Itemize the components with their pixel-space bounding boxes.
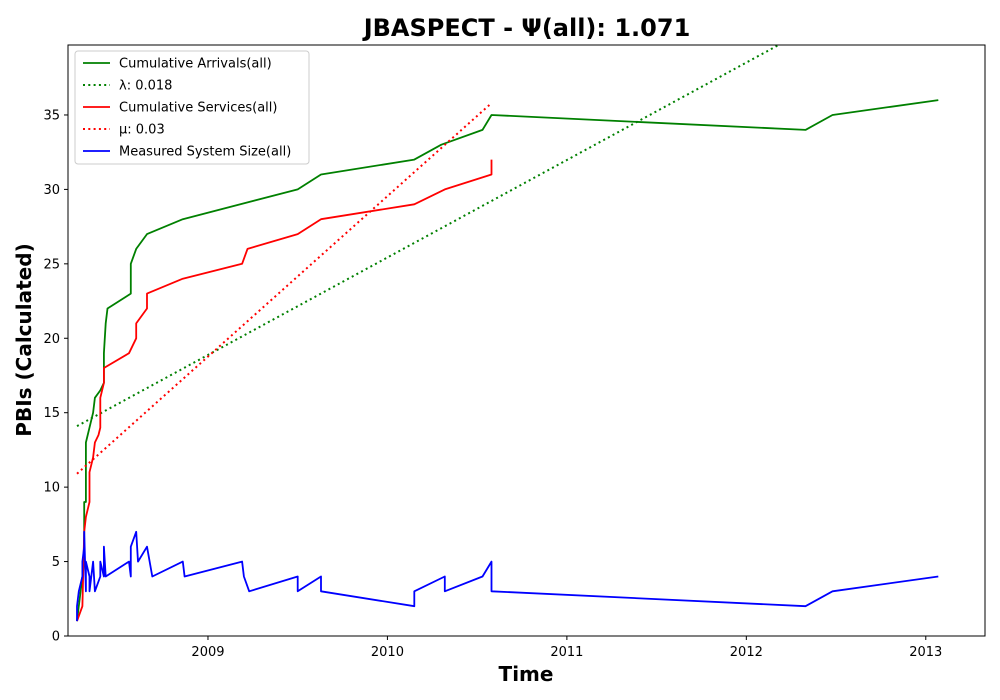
y-tick-label: 30 <box>43 183 60 198</box>
x-tick-label: 2009 <box>191 645 224 660</box>
series-line-1 <box>76 99 939 622</box>
series-line-5 <box>76 530 939 622</box>
series-layer <box>76 45 939 622</box>
legend-label-measured-system-size-all: Measured System Size(all) <box>119 145 291 160</box>
x-tick-label: 2010 <box>371 645 404 660</box>
y-axis-label: PBIs (Calculated) <box>12 243 36 436</box>
series-line-3 <box>76 159 493 622</box>
y-axis-ticks: 0 5 10 15 20 25 30 35 <box>43 108 68 645</box>
y-tick-label: 0 <box>52 630 60 645</box>
series-line-2 <box>76 45 780 427</box>
y-tick-label: 5 <box>52 555 60 570</box>
legend-label-cumulative-services-all: Cumulative Services(all) <box>119 101 277 116</box>
y-tick-label: 20 <box>43 332 60 347</box>
legend-label-0-03: μ: 0.03 <box>119 123 165 138</box>
x-tick-label: 2012 <box>730 645 763 660</box>
plot-frame <box>67 44 986 637</box>
legend: Cumulative Arrivals(all) λ: 0.018 Cumulati… <box>74 50 310 165</box>
legend-label-0-018: λ: 0.018 <box>119 79 172 94</box>
y-tick-label: 25 <box>43 257 60 272</box>
y-tick-label: 10 <box>43 481 60 496</box>
chart-title: JBASPECT - Ψ(all): 1.071 <box>362 14 691 42</box>
x-axis-ticks: 2009 2010 2011 2012 2013 <box>191 636 942 660</box>
x-tick-label: 2013 <box>909 645 942 660</box>
x-axis-label: Time <box>499 662 554 686</box>
y-tick-label: 35 <box>43 108 60 123</box>
legend-frame <box>74 50 310 165</box>
legend-label-cumulative-arrivals-all: Cumulative Arrivals(all) <box>119 57 272 72</box>
x-tick-label: 2011 <box>550 645 583 660</box>
y-tick-label: 15 <box>43 406 60 421</box>
